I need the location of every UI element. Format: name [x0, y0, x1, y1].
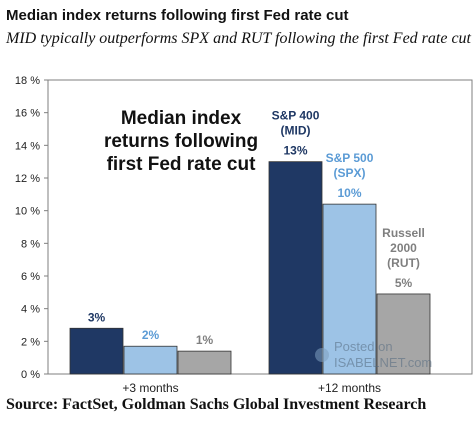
data-label: 3% [88, 310, 106, 324]
bar-rut [376, 293, 431, 375]
series-annotation-line: S&P 400 [272, 109, 320, 123]
y-tick-label: 14 % [15, 140, 40, 152]
y-tick-label: 10 % [15, 206, 40, 218]
x-tick-label: +12 months [318, 381, 381, 395]
bar-group: 3% 2% 1% 13% 10% 5% [69, 144, 431, 375]
chart-header-subtitle: MID typically outperforms SPX and RUT fo… [6, 30, 471, 47]
watermark-line1: Posted on [334, 339, 393, 354]
y-tick-label: 4 % [21, 304, 40, 316]
chart-header-title: Median index returns following first Fed… [6, 7, 349, 24]
y-axis: 0 % 2 % 4 % 6 % 8 % 10 % 12 % 14 % 16 % 18 % [15, 75, 48, 381]
plot-frame [47, 79, 473, 375]
x-axis: +3 months +12 months [122, 381, 381, 395]
chart-inner-title-line3: first Fed rate cut [107, 154, 257, 175]
data-label: 5% [395, 276, 413, 290]
chart-inner-title-line1: Median index [121, 108, 242, 129]
watermark: Posted on ISABELNET.com [315, 339, 432, 370]
y-tick-label: 8 % [21, 238, 40, 250]
y-tick-label: 0 % [21, 369, 40, 381]
data-label: 10% [337, 186, 361, 200]
y-tick-label: 16 % [15, 108, 40, 120]
y-tick-label: 18 % [15, 75, 40, 87]
watermark-logo-icon [315, 348, 329, 362]
bar-mid [69, 327, 124, 375]
data-label: 2% [142, 328, 160, 342]
source-note: Source: FactSet, Goldman Sachs Global In… [6, 396, 427, 413]
series-annotation-line: 2000 [390, 241, 417, 255]
series-annotation-line: S&P 500 [326, 151, 374, 165]
series-annotation-line: (MID) [281, 124, 311, 138]
bar-spx [123, 345, 178, 375]
bar-mid [268, 161, 323, 375]
y-tick-label: 2 % [21, 336, 40, 348]
data-label: 13% [283, 144, 307, 158]
series-annotation-line: Russell [382, 226, 425, 240]
series-annotation-line: (SPX) [333, 166, 365, 180]
bar-rut [177, 350, 232, 375]
y-tick-label: 6 % [21, 271, 40, 283]
data-label: 1% [196, 333, 214, 347]
chart-inner-title-line2: returns following [104, 131, 258, 152]
y-tick-label: 12 % [15, 173, 40, 185]
x-tick-label: +3 months [122, 381, 178, 395]
watermark-line2: ISABELNET.com [334, 355, 432, 370]
series-annotation-line: (RUT) [387, 256, 420, 270]
bar-spx [322, 203, 377, 375]
